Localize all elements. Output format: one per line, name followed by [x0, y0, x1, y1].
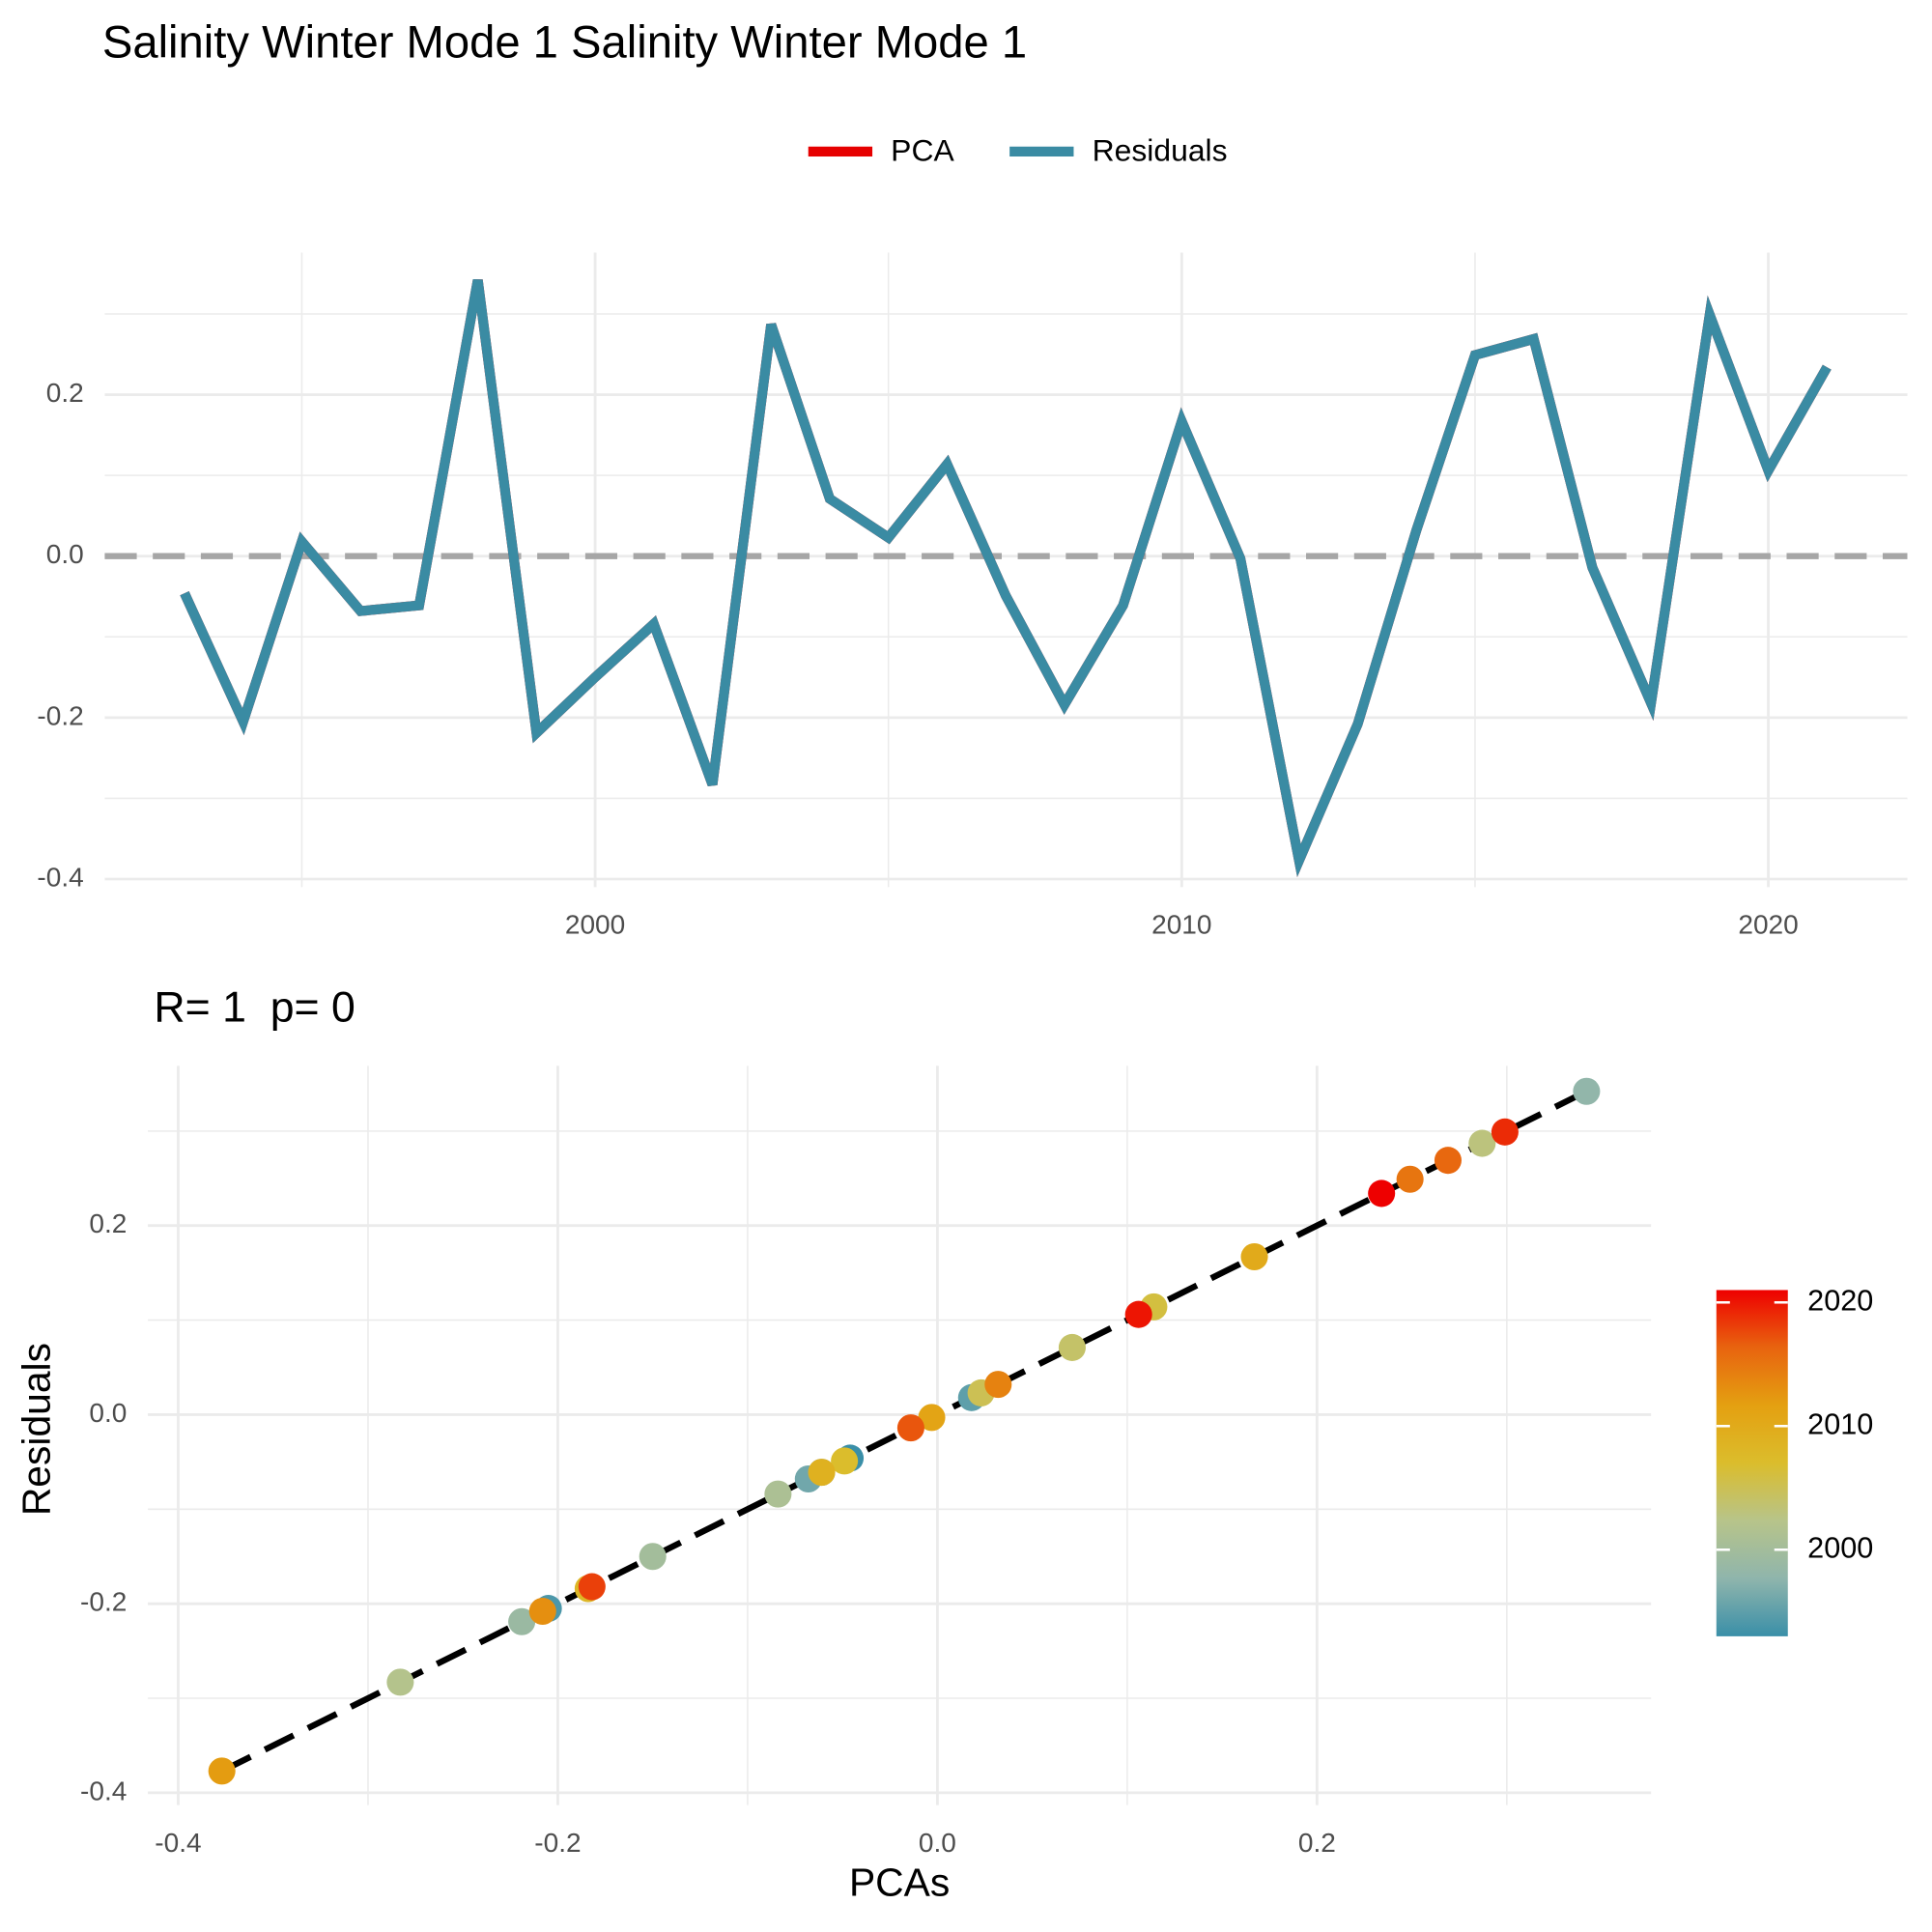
point [764, 1480, 792, 1508]
point [1124, 1300, 1152, 1328]
point [918, 1404, 946, 1432]
colorbar-label: 2010 [1807, 1407, 1873, 1440]
x-tick-label: 2000 [565, 910, 625, 940]
series-line [180, 278, 1832, 878]
series-line [180, 278, 1832, 878]
point [831, 1447, 859, 1475]
x-tick-label: 0.2 [1298, 1828, 1336, 1858]
point [386, 1668, 414, 1696]
x-tick-label: 2020 [1738, 910, 1798, 940]
colorbar [1716, 1290, 1788, 1636]
point [1434, 1147, 1462, 1175]
legend-label: PCA [891, 133, 954, 168]
x-tick-label: -0.4 [155, 1828, 201, 1858]
point [808, 1459, 836, 1487]
chart-title: Salinity Winter Mode 1 Salinity Winter M… [102, 17, 1027, 69]
y-axis-label: Residuals [14, 1343, 59, 1516]
x-tick-label: 2010 [1151, 910, 1211, 940]
y-tick-label: 0.0 [89, 1398, 127, 1428]
point [1240, 1242, 1268, 1271]
point [1396, 1165, 1424, 1193]
point [1491, 1118, 1519, 1146]
y-tick-label: -0.4 [80, 1776, 127, 1805]
fit-line [220, 1088, 1588, 1775]
point [1058, 1333, 1086, 1361]
legend-label: Residuals [1093, 133, 1228, 168]
x-axis-label: PCAs [849, 1860, 950, 1904]
y-tick-label: 0.0 [46, 539, 84, 569]
colorbar-label: 2000 [1807, 1531, 1873, 1564]
point [1573, 1077, 1601, 1105]
point [1468, 1129, 1496, 1157]
x-tick-label: 0.0 [919, 1828, 956, 1858]
colorbar-label: 2020 [1807, 1284, 1873, 1317]
y-tick-label: -0.2 [37, 700, 83, 730]
point [578, 1573, 606, 1601]
point [896, 1414, 924, 1442]
point [1368, 1179, 1396, 1208]
y-tick-label: 0.2 [46, 378, 84, 408]
y-tick-label: 0.2 [89, 1208, 127, 1238]
point [528, 1597, 556, 1626]
point [639, 1543, 667, 1571]
point [208, 1757, 236, 1785]
y-tick-label: -0.4 [37, 862, 83, 892]
x-tick-label: -0.2 [534, 1828, 581, 1858]
y-tick-label: -0.2 [80, 1587, 127, 1617]
chart-subtitle: R= 1 p= 0 [154, 984, 355, 1032]
point [508, 1607, 536, 1635]
point [984, 1371, 1012, 1399]
